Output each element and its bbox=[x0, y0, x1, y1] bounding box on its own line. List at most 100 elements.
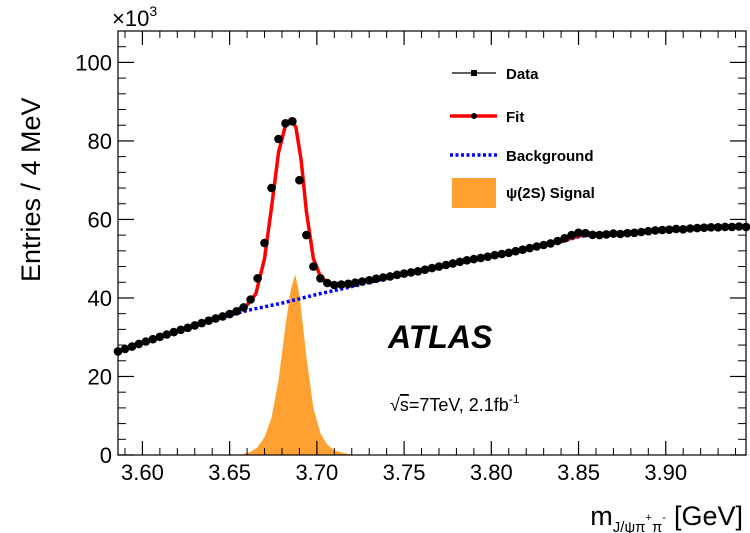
data-point bbox=[441, 260, 451, 270]
energy-label: √s=7TeV, 2.1fb-1 bbox=[390, 392, 520, 415]
data-point bbox=[120, 344, 130, 354]
x-axis-title-main: m bbox=[590, 501, 613, 531]
data-point bbox=[232, 307, 241, 316]
x-axis-title-unit: [GeV] bbox=[674, 501, 743, 531]
data-point bbox=[344, 279, 353, 289]
data-point bbox=[706, 223, 716, 232]
data-point bbox=[623, 228, 632, 238]
data-point bbox=[204, 316, 213, 326]
data-point bbox=[511, 246, 520, 256]
y-tick-label: 100 bbox=[75, 50, 112, 75]
data-point bbox=[713, 223, 723, 232]
data-point bbox=[169, 327, 179, 337]
data-point bbox=[127, 342, 137, 351]
x-tick-label: 3.85 bbox=[557, 460, 600, 485]
signal-area bbox=[240, 274, 356, 455]
data-point bbox=[546, 239, 555, 248]
data-point bbox=[532, 242, 541, 251]
x-axis-title-sup1: + bbox=[646, 512, 652, 524]
data-point bbox=[288, 117, 297, 126]
x-tick-label: 3.75 bbox=[383, 460, 426, 485]
x-axis-title: mJ/ψπ+π- [GeV] bbox=[590, 501, 743, 533]
legend-fit-marker bbox=[471, 113, 477, 119]
data-point bbox=[309, 262, 318, 271]
data-point bbox=[727, 222, 737, 232]
data-point bbox=[539, 240, 548, 250]
x-axis-title-sup2: - bbox=[662, 512, 666, 524]
x-tick-label: 3.70 bbox=[295, 460, 338, 485]
data-point bbox=[595, 230, 604, 240]
data-point bbox=[497, 249, 507, 259]
data-point bbox=[350, 278, 360, 288]
legend-label-signal: ψ(2S) Signal bbox=[506, 185, 595, 202]
data-point bbox=[476, 253, 486, 263]
data-point bbox=[616, 229, 625, 239]
data-point bbox=[685, 224, 695, 233]
data-point bbox=[357, 277, 367, 286]
y-multiplier-base: ×10 bbox=[112, 6, 149, 31]
energy-sup: -1 bbox=[509, 392, 520, 406]
y-tick-label: 80 bbox=[88, 129, 112, 154]
data-point bbox=[316, 274, 325, 283]
x-tick-label: 3.80 bbox=[470, 460, 513, 485]
data-point bbox=[574, 228, 583, 238]
data-point bbox=[162, 330, 172, 339]
y-tick-label: 60 bbox=[88, 207, 112, 232]
data-point bbox=[176, 325, 186, 335]
data-point bbox=[302, 230, 311, 240]
data-point bbox=[406, 268, 416, 277]
data-point bbox=[267, 183, 276, 193]
legend-signal-swatch bbox=[452, 178, 496, 208]
energy-s: s bbox=[400, 395, 409, 415]
data-points-layer bbox=[113, 117, 750, 356]
data-point bbox=[337, 280, 346, 289]
y-multiplier: ×103 bbox=[112, 3, 157, 31]
data-point bbox=[518, 245, 527, 254]
data-point bbox=[134, 339, 144, 349]
y-tick-label: 0 bbox=[100, 443, 112, 468]
data-point bbox=[678, 225, 688, 234]
data-point bbox=[553, 236, 562, 246]
data-point bbox=[609, 229, 618, 238]
data-point bbox=[630, 228, 639, 238]
data-point bbox=[253, 274, 262, 283]
data-point bbox=[190, 321, 200, 330]
x-tick-label: 3.60 bbox=[121, 460, 164, 485]
data-point bbox=[504, 248, 514, 258]
data-point bbox=[658, 225, 667, 235]
x-axis-title-sub2: π bbox=[652, 519, 662, 533]
data-point bbox=[399, 269, 409, 278]
data-point bbox=[148, 334, 158, 344]
data-point bbox=[141, 337, 151, 346]
data-point bbox=[155, 332, 165, 342]
data-point bbox=[664, 225, 674, 234]
y-axis-ticks: 0 20 40 60 80 100 bbox=[75, 30, 746, 468]
data-point bbox=[560, 234, 569, 243]
data-point bbox=[602, 230, 611, 239]
data-point bbox=[371, 274, 381, 284]
data-point bbox=[469, 254, 479, 264]
data-point bbox=[455, 257, 465, 267]
data-point bbox=[692, 223, 702, 233]
data-point bbox=[671, 224, 681, 234]
data-point bbox=[588, 230, 597, 240]
data-point bbox=[392, 270, 402, 280]
data-point bbox=[651, 226, 660, 235]
data-point bbox=[637, 227, 646, 237]
data-point bbox=[378, 273, 388, 282]
data-point bbox=[260, 238, 269, 248]
data-point bbox=[720, 222, 730, 232]
data-point bbox=[364, 276, 374, 285]
y-axis-title: Entries / 4 MeV bbox=[16, 97, 46, 282]
legend-label-data: Data bbox=[506, 66, 539, 83]
signal-area-layer bbox=[240, 274, 356, 455]
sqrt-symbol: √ bbox=[390, 395, 400, 415]
data-point bbox=[211, 314, 220, 323]
data-point bbox=[218, 312, 227, 321]
data-point bbox=[295, 175, 304, 185]
data-point bbox=[323, 278, 332, 288]
x-tick-label: 3.90 bbox=[644, 460, 687, 485]
data-point bbox=[246, 295, 255, 304]
legend-entry-data: Data bbox=[452, 66, 539, 83]
